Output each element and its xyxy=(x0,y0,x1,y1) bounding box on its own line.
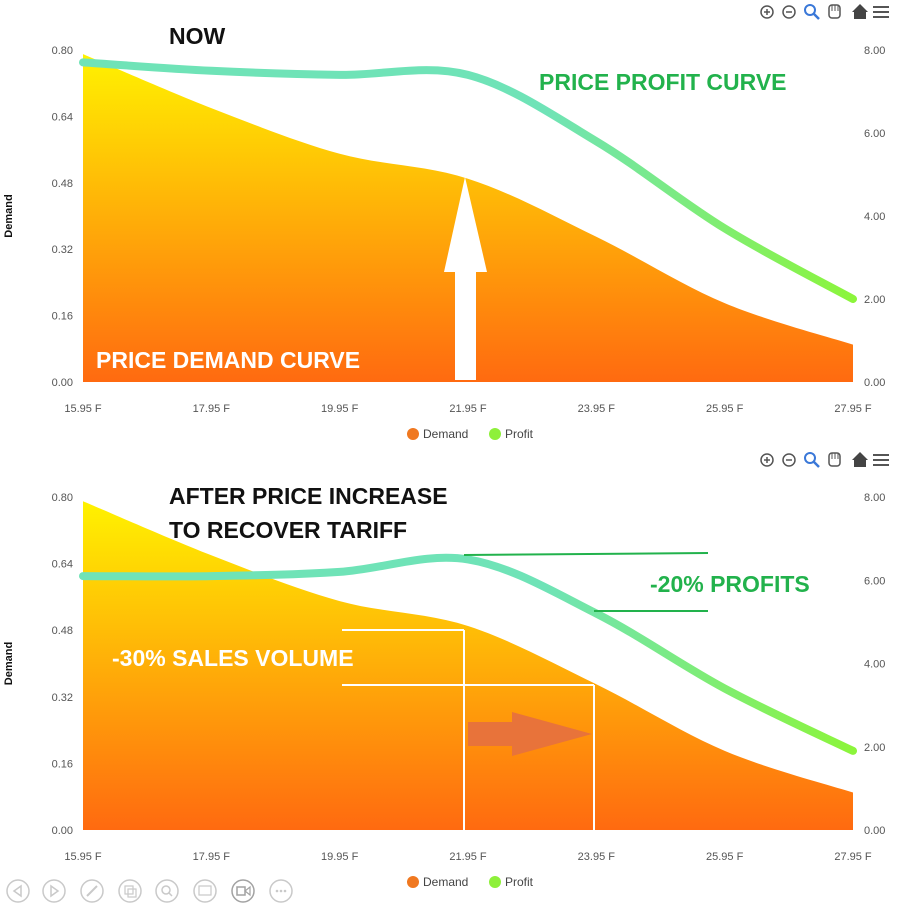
chart-1: Demand 0.00 0.16 0.32 0.48 0.64 0.80 0.00 2.00… xyxy=(3,4,889,441)
left-tick-label: 0.32 xyxy=(52,244,73,256)
chart-2-price-arrow xyxy=(468,712,592,756)
chart-1-left-ticks: 0.00 0.16 0.32 0.48 0.64 0.80 xyxy=(52,45,73,389)
zoom-in-icon[interactable] xyxy=(760,5,774,19)
chart-1-legend-demand-marker xyxy=(407,428,419,440)
x-tick-label: 21.95 F xyxy=(449,851,487,863)
x-tick-label: 21.95 F xyxy=(449,403,487,415)
x-tick-label: 27.95 F xyxy=(834,403,872,415)
left-tick-label: 0.16 xyxy=(52,758,73,770)
chart-1-x-ticks: 15.95 F 17.95 F 19.95 F 21.95 F 23.95 F 25.95… xyxy=(64,403,872,415)
chart-1-right-ticks: 0.00 2.00 4.00 6.00 8.00 xyxy=(864,45,885,389)
search-icon[interactable] xyxy=(155,879,179,903)
chart-1-toolbar xyxy=(760,4,889,20)
x-tick-label: 17.95 F xyxy=(193,403,231,415)
chart-2-profit-guides xyxy=(463,552,709,612)
chart-2-legend-profit[interactable]: Profit xyxy=(505,875,534,889)
right-tick-label: 2.00 xyxy=(864,742,885,754)
chart-2-demand-area xyxy=(83,501,853,830)
chart-1-legend-profit-marker xyxy=(489,428,501,440)
chart-1-profit-line xyxy=(79,58,857,303)
chart-1-legend-profit[interactable]: Profit xyxy=(505,427,534,441)
x-tick-label: 27.95 F xyxy=(834,851,872,863)
left-tick-label: 0.16 xyxy=(52,311,73,323)
right-tick-label: 4.00 xyxy=(864,211,885,223)
left-tick-label: 0.64 xyxy=(52,559,73,571)
chart-1-white-arrow xyxy=(444,177,487,380)
chart-2-title-line2: TO RECOVER TARIFF xyxy=(169,517,407,543)
chart-2-sales-label: -30% SALES VOLUME xyxy=(112,645,354,671)
chart-2-legend-demand[interactable]: Demand xyxy=(423,875,468,889)
chart-2-legend: Demand Profit xyxy=(407,875,534,889)
magnifier-icon[interactable] xyxy=(804,452,820,468)
chart-1-legend: Demand Profit xyxy=(407,427,534,441)
copy-icon[interactable] xyxy=(118,879,142,903)
x-tick-label: 15.95 F xyxy=(64,851,102,863)
x-tick-label: 23.95 F xyxy=(578,851,616,863)
home-icon[interactable] xyxy=(852,452,868,467)
right-tick-label: 6.00 xyxy=(864,575,885,587)
left-tick-label: 0.80 xyxy=(52,492,73,504)
chart-2-legend-profit-marker xyxy=(489,876,501,888)
pen-icon[interactable] xyxy=(80,879,104,903)
more-icon[interactable] xyxy=(269,879,293,903)
home-icon[interactable] xyxy=(852,4,868,19)
chart-1-demand-curve-label: PRICE DEMAND CURVE xyxy=(96,347,360,373)
pan-hand-icon[interactable] xyxy=(828,4,841,19)
y-axis-label: Demand xyxy=(3,194,15,237)
chart-1-now-label: NOW xyxy=(169,23,226,49)
right-tick-label: 8.00 xyxy=(864,492,885,504)
right-tick-label: 0.00 xyxy=(864,377,885,389)
right-tick-label: 2.00 xyxy=(864,294,885,306)
chart-2-sales-guides xyxy=(342,629,595,834)
next-icon[interactable] xyxy=(42,879,66,903)
chart-2-toolbar xyxy=(760,452,889,468)
left-tick-label: 0.00 xyxy=(52,377,73,389)
x-tick-label: 23.95 F xyxy=(578,403,616,415)
chart-2-right-ticks: 0.00 2.00 4.00 6.00 8.00 xyxy=(864,492,885,837)
menu-icon[interactable] xyxy=(873,6,889,18)
prev-icon[interactable] xyxy=(6,879,30,903)
right-tick-label: 4.00 xyxy=(864,659,885,671)
pan-hand-icon[interactable] xyxy=(828,452,841,467)
right-tick-label: 6.00 xyxy=(864,128,885,140)
zoom-out-icon[interactable] xyxy=(782,453,796,467)
y-axis-label: Demand xyxy=(3,642,15,685)
menu-icon[interactable] xyxy=(873,454,889,466)
chart-2-title-line1: AFTER PRICE INCREASE xyxy=(169,483,448,509)
left-tick-label: 0.80 xyxy=(52,45,73,57)
right-tick-label: 8.00 xyxy=(864,45,885,57)
x-tick-label: 19.95 F xyxy=(321,851,359,863)
left-tick-label: 0.64 xyxy=(52,111,73,123)
zoom-out-icon[interactable] xyxy=(782,5,796,19)
zoom-in-icon[interactable] xyxy=(760,453,774,467)
chart-1-legend-demand[interactable]: Demand xyxy=(423,427,468,441)
left-tick-label: 0.00 xyxy=(52,825,73,837)
chart-2: Demand 0.00 0.16 0.32 0.48 0.64 0.80 0.00 2.00… xyxy=(3,452,889,889)
left-tick-label: 0.48 xyxy=(52,625,73,637)
chart-2-legend-demand-marker xyxy=(407,876,419,888)
viewer-controls xyxy=(6,879,293,903)
left-tick-label: 0.48 xyxy=(52,178,73,190)
chart-2-profits-label: -20% PROFITS xyxy=(650,571,810,597)
x-tick-label: 17.95 F xyxy=(193,851,231,863)
chart-2-x-ticks: 15.95 F 17.95 F 19.95 F 21.95 F 23.95 F 25.95… xyxy=(64,851,872,863)
x-tick-label: 25.95 F xyxy=(706,851,744,863)
x-tick-label: 19.95 F xyxy=(321,403,359,415)
subtitles-icon[interactable] xyxy=(193,879,217,903)
magnifier-icon[interactable] xyxy=(804,4,820,20)
chart-1-profit-curve-label: PRICE PROFIT CURVE xyxy=(539,69,787,95)
right-tick-label: 0.00 xyxy=(864,825,885,837)
video-icon[interactable] xyxy=(231,879,255,903)
left-tick-label: 0.32 xyxy=(52,692,73,704)
x-tick-label: 15.95 F xyxy=(64,403,102,415)
chart-2-profit-line xyxy=(79,553,857,755)
chart-2-left-ticks: 0.00 0.16 0.32 0.48 0.64 0.80 xyxy=(52,492,73,837)
x-tick-label: 25.95 F xyxy=(706,403,744,415)
